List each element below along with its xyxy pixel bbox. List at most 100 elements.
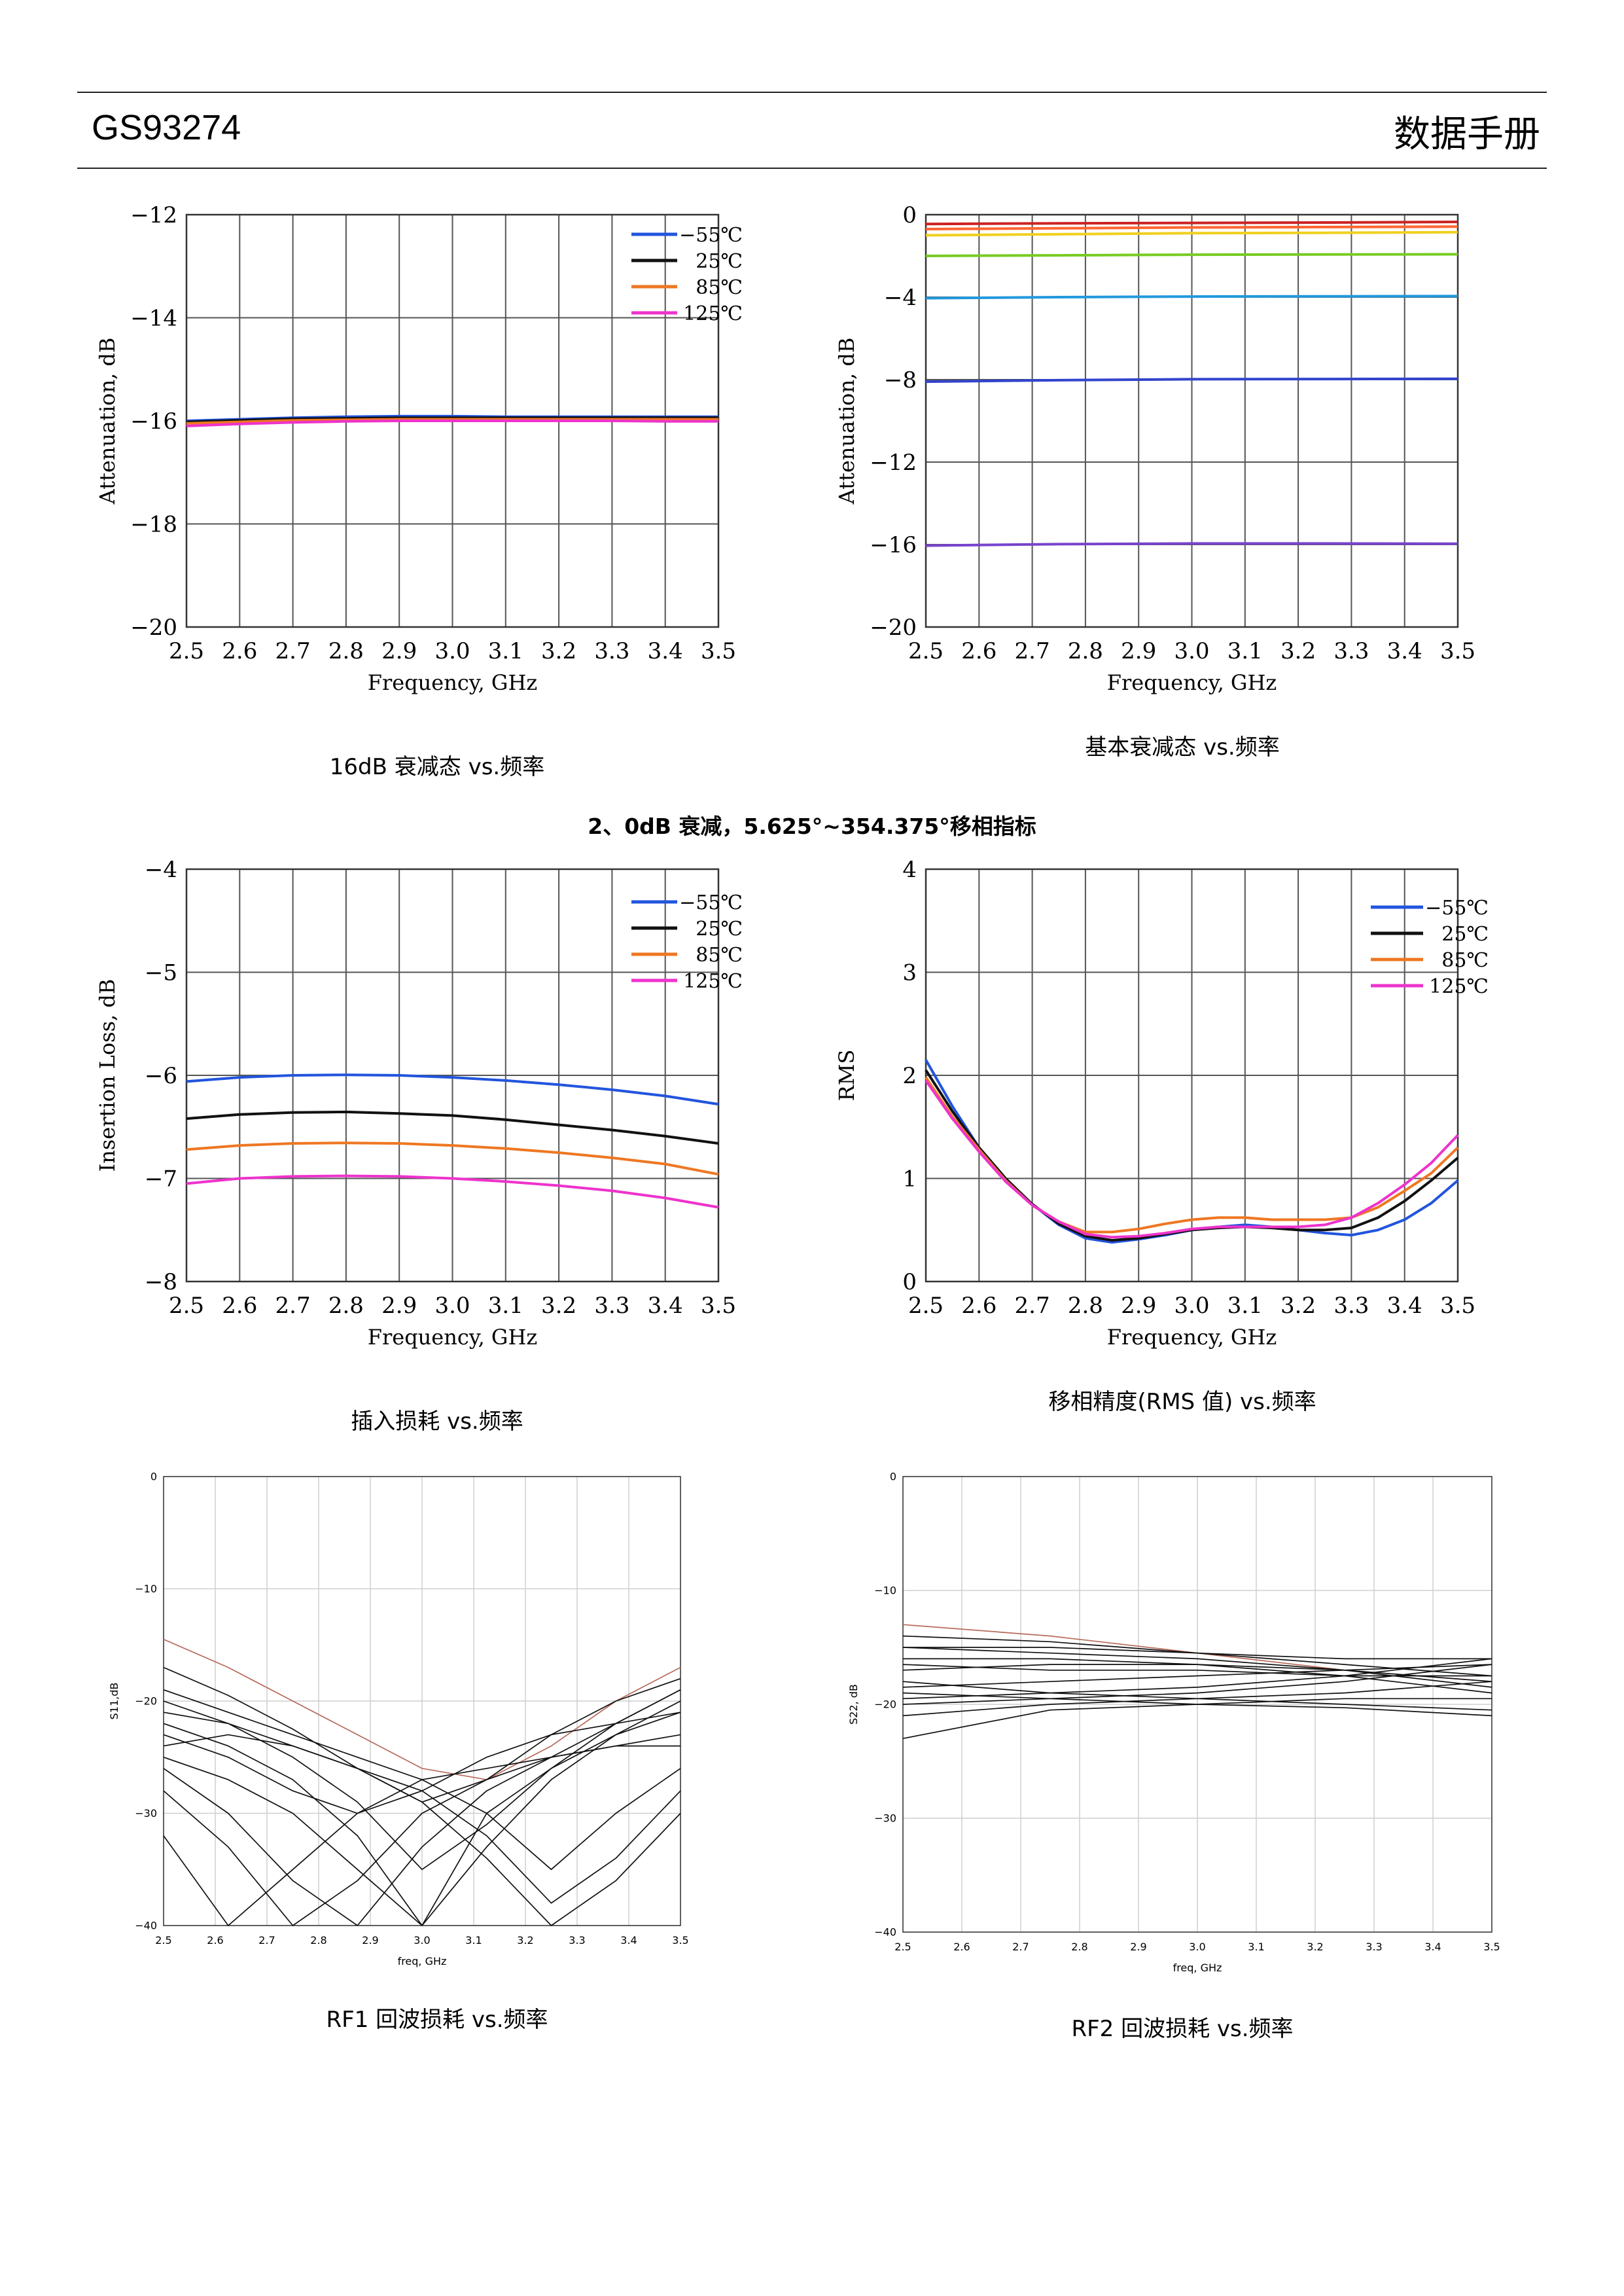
y-tick-label: −4: [145, 857, 177, 883]
x-axis-title: Frequency, GHz: [368, 670, 538, 695]
caption-rf2-return-loss: RF2 回波损耗 vs.频率: [1071, 2016, 1294, 2042]
y-axis-title: Attenuation, dB: [95, 338, 120, 505]
x-axis-title: Frequency, GHz: [368, 1325, 538, 1350]
x-tick-label: 3.0: [434, 638, 470, 664]
x-tick-label: 2.6: [222, 1293, 257, 1319]
y-tick-label: −30: [874, 1812, 896, 1825]
y-tick-label: −20: [870, 615, 917, 641]
series-line: [186, 1174, 719, 1209]
series-line: [925, 542, 1458, 547]
y-tick-label: −30: [135, 1807, 157, 1820]
y-tick-label: 1: [902, 1166, 917, 1192]
x-tick-label: 3.2: [541, 638, 576, 664]
insertion-loss-chart: 2.5 2.6 2.7 2.8 2.9 3.0 3.1 3.2 3.3 3.4 3.5 −4 −5 −6 −…: [95, 857, 743, 1350]
x-tick-label: 2.8: [1068, 1293, 1103, 1319]
x-tick-label: 3.3: [1366, 1941, 1382, 1953]
y-tick-label: −16: [130, 408, 177, 435]
series-line: [163, 1712, 681, 1904]
y-tick-label: −20: [135, 1695, 157, 1708]
rf2-return-loss-chart: 2.5 2.6 2.7 2.8 2.9 3.0 3.1 3.2 3.3 3.4 3.5 0 −10 −20…: [847, 1471, 1500, 1974]
x-axis-title: freq, GHz: [398, 1955, 447, 1967]
y-tick-label: −4: [884, 285, 917, 311]
caption-phase-accuracy: 移相精度(RMS 值) vs.频率: [1048, 1389, 1316, 1415]
y-tick-label: −18: [130, 511, 177, 537]
caption-16db-attenuation: 16dB 衰减态 vs.频率: [329, 754, 545, 780]
y-tick-label: −8: [145, 1269, 177, 1295]
rf1-return-loss-chart: 2.5 2.6 2.7 2.8 2.9 3.0 3.1 3.2 3.3 3.4 3.5 0 −10 −20…: [108, 1471, 689, 1967]
series-line: [902, 1664, 1492, 1677]
x-tick-label: 3.0: [1174, 1293, 1209, 1319]
x-tick-label: 3.5: [1440, 638, 1475, 664]
y-tick-label: 2: [902, 1063, 917, 1089]
x-tick-label: 3.3: [569, 1934, 585, 1946]
basic-attenuation-chart: 2.5 2.6 2.7 2.8 2.9 3.0 3.1 3.2 3.3 3.4 3.5 0 −4 −8 −1…: [834, 202, 1475, 695]
x-tick-label: 3.1: [1227, 1293, 1263, 1319]
y-tick-label: 0: [902, 1269, 917, 1295]
series-line: [925, 377, 1458, 384]
x-tick-label: 2.7: [1012, 1941, 1029, 1953]
y-tick-label: −10: [135, 1583, 157, 1595]
series-line: [902, 1698, 1492, 1740]
series-line: [925, 230, 1458, 237]
x-tick-label: 2.7: [1015, 1293, 1050, 1319]
x-tick-label: 3.4: [648, 1293, 683, 1319]
x-tick-label: 2.9: [1130, 1941, 1146, 1953]
series-line: [186, 1110, 719, 1145]
x-tick-label: 2.6: [953, 1941, 970, 1953]
x-tick-label: 2.7: [1015, 638, 1050, 664]
y-axis-title: S22, dB: [847, 1684, 860, 1725]
x-axis-title: Frequency, GHz: [1107, 1325, 1277, 1350]
series-line: [925, 1079, 1459, 1239]
x-tick-label: 3.2: [1307, 1941, 1323, 1953]
series-line: [163, 1689, 681, 1926]
legend-label: 25℃: [696, 250, 743, 273]
x-tick-label: 2.9: [362, 1934, 378, 1946]
y-tick-label: −5: [145, 960, 177, 986]
x-tick-label: 3.2: [541, 1293, 576, 1319]
x-tick-label: 3.5: [701, 638, 736, 664]
series-line: [902, 1681, 1492, 1717]
y-tick-label: −10: [874, 1585, 896, 1597]
x-tick-label: 2.5: [169, 1293, 204, 1319]
y-tick-label: −6: [145, 1063, 177, 1089]
legend-label: −55℃: [679, 891, 743, 914]
section-heading-phase-shift: 2、0dB 衰减，5.625°~354.375°移相指标: [588, 814, 1036, 839]
x-tick-label: 3.0: [414, 1934, 430, 1946]
x-tick-label: 2.5: [894, 1941, 911, 1953]
x-tick-label: 2.7: [275, 1293, 311, 1319]
y-axis-title: RMS: [834, 1050, 859, 1102]
series-line: [163, 1745, 680, 1926]
header-top-rule: [77, 92, 1547, 93]
series-line: [163, 1638, 681, 1780]
y-tick-label: −14: [130, 305, 177, 331]
x-tick-label: 3.0: [434, 1293, 470, 1319]
document-type-title: 数据手册: [1394, 113, 1540, 156]
caption-insertion-loss: 插入损耗 vs.频率: [351, 1408, 523, 1435]
y-tick-label: 0: [890, 1471, 896, 1483]
y-tick-label: −20: [130, 615, 177, 641]
x-tick-label: 3.2: [1280, 1293, 1316, 1319]
y-tick-label: 3: [902, 960, 917, 986]
x-tick-label: 3.1: [1248, 1941, 1264, 1953]
series-line: [186, 420, 718, 427]
x-tick-label: 2.5: [908, 638, 944, 664]
series-line: [925, 253, 1458, 257]
legend-label: 125℃: [683, 302, 743, 325]
legend-label: 85℃: [1441, 949, 1489, 972]
header-bottom-rule: [77, 168, 1547, 169]
x-tick-label: 3.4: [1387, 638, 1422, 664]
x-tick-label: 3.1: [488, 638, 523, 664]
legend-label: 25℃: [1441, 923, 1489, 946]
y-tick-label: 0: [150, 1471, 157, 1483]
series-line: [186, 1073, 719, 1106]
phase-accuracy-rms-chart: 2.5 2.6 2.7 2.8 2.9 3.0 3.1 3.2 3.3 3.4 3.5 4 3 2 1 0 Fr…: [834, 857, 1489, 1350]
x-tick-label: 3.0: [1189, 1941, 1205, 1953]
y-tick-label: −12: [130, 202, 177, 228]
x-axis-title: freq, GHz: [1173, 1962, 1222, 1974]
y-tick-label: −12: [870, 450, 917, 476]
legend-label: 125℃: [683, 970, 743, 993]
legend-label: −55℃: [1425, 897, 1489, 920]
x-tick-label: 3.4: [1387, 1293, 1422, 1319]
x-tick-label: 2.8: [328, 1293, 364, 1319]
x-tick-label: 2.5: [155, 1934, 171, 1946]
